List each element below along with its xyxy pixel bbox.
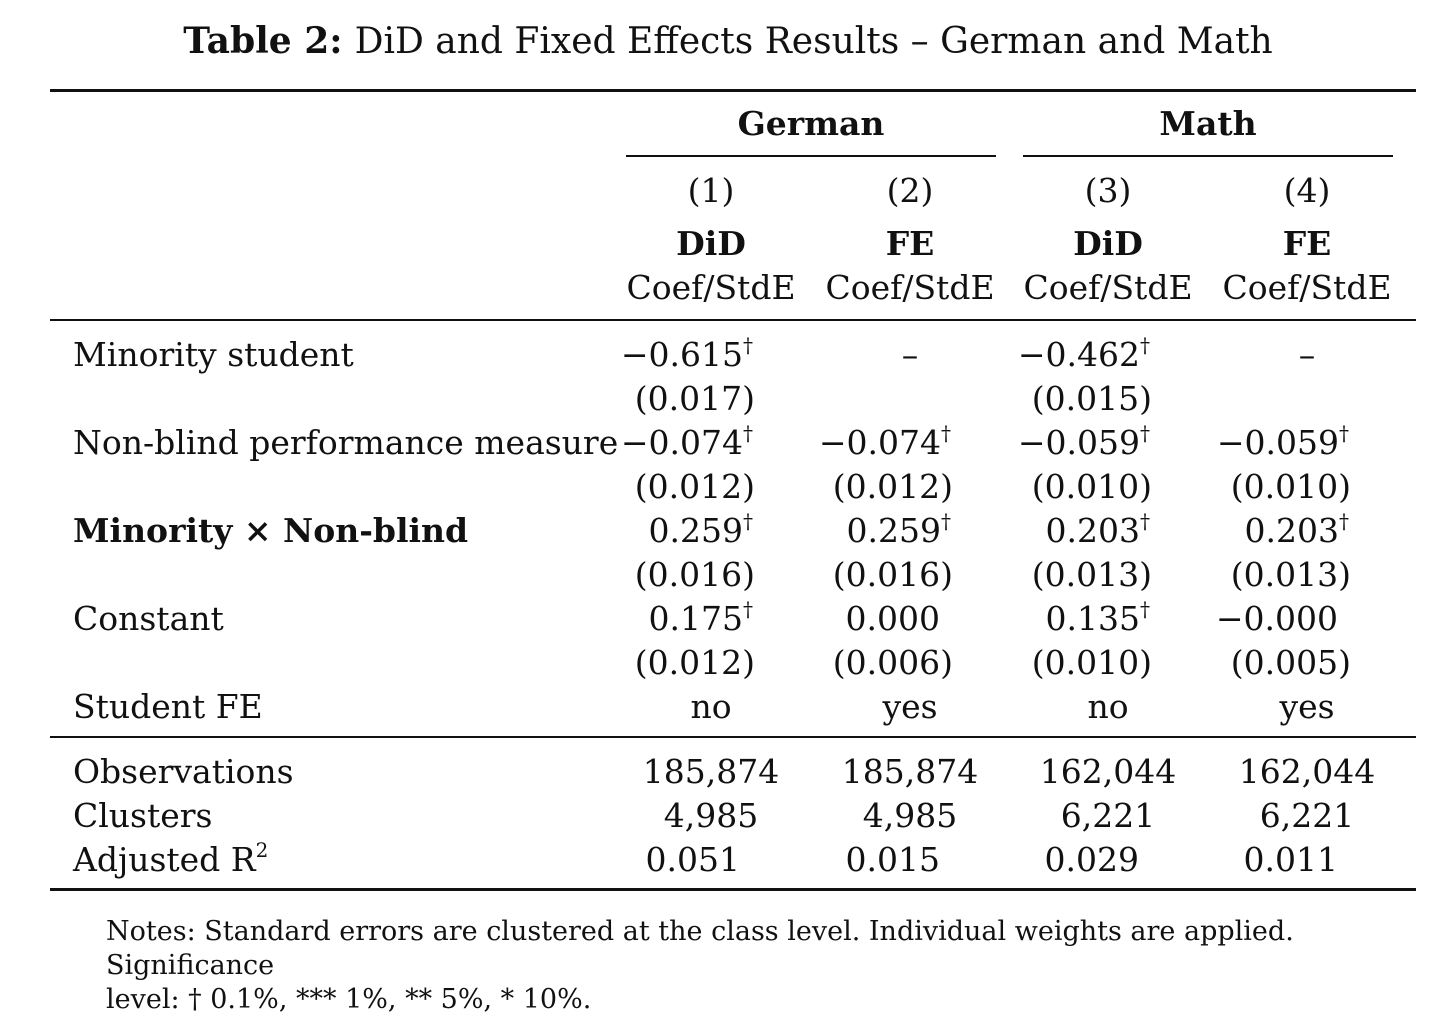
observations-3: 162,044 [1008, 755, 1208, 788]
clusters-4: 6,221 [1207, 799, 1407, 832]
row-label-adjr2: Adjusted R2 [73, 843, 268, 876]
clusters-3: 6,221 [1008, 799, 1208, 832]
col-model-4: FE [1207, 227, 1407, 260]
se-nonblind-1: (0.012) [635, 470, 755, 503]
coef-interaction-3: 0.203† [1046, 514, 1150, 547]
clusters-2: 4,985 [810, 799, 1010, 832]
coef-constant-3: 0.135† [1046, 602, 1150, 635]
row-label-minority: Minority student [73, 338, 354, 371]
col-sub-2: Coef/StdE [810, 271, 1010, 304]
clusters-1: 4,985 [611, 799, 811, 832]
studentfe-3: no [1008, 690, 1208, 723]
coef-nonblind-2: −0.074† [819, 426, 951, 459]
german-cmidrule [626, 155, 996, 157]
table-number: Table 2: [183, 20, 342, 62]
col-sub-4: Coef/StdE [1207, 271, 1407, 304]
table-title: DiD and Fixed Effects Results – German a… [355, 21, 1273, 62]
col-num-2: (2) [810, 174, 1010, 207]
row-label-constant: Constant [73, 602, 224, 635]
studentfe-2: yes [810, 690, 1010, 723]
se-minority-1: (0.017) [635, 382, 755, 415]
row-label-interaction: Minority × Non-blind [73, 514, 468, 547]
col-num-1: (1) [611, 174, 811, 207]
coef-nonblind-3: −0.059† [1018, 426, 1150, 459]
studentfe-4: yes [1207, 690, 1407, 723]
top-rule [50, 89, 1416, 92]
group-header-german: German [611, 107, 1011, 140]
se-constant-3: (0.010) [1032, 646, 1152, 679]
coef-constant-1: 0.175† [649, 602, 753, 635]
adjr2-2: 0.015 [846, 843, 940, 876]
col-model-2: FE [810, 227, 1010, 260]
row-label-studentfe: Student FE [73, 690, 263, 723]
col-model-3: DiD [1008, 227, 1208, 260]
notes-line-1: Notes: Standard errors are clustered at … [106, 915, 1418, 983]
stats-rule [50, 736, 1416, 738]
col-sub-3: Coef/StdE [1008, 271, 1208, 304]
coef-nonblind-4: −0.059† [1217, 426, 1349, 459]
table-caption: Table 2: DiD and Fixed Effects Results – … [0, 20, 1456, 62]
table-notes: Notes: Standard errors are clustered at … [106, 915, 1418, 1016]
bottom-rule [50, 888, 1416, 891]
header-rule [50, 319, 1416, 321]
math-cmidrule [1023, 155, 1393, 157]
se-constant-1: (0.012) [635, 646, 755, 679]
se-constant-2: (0.006) [833, 646, 953, 679]
coef-interaction-4: 0.203† [1245, 514, 1349, 547]
col-sub-1: Coef/StdE [611, 271, 811, 304]
coef-minority-3: −0.462† [1018, 338, 1150, 371]
se-interaction-1: (0.016) [635, 558, 755, 591]
se-minority-3: (0.015) [1032, 382, 1152, 415]
notes-line-2: level: † 0.1%, *** 1%, ** 5%, * 10%. [106, 983, 1418, 1016]
observations-1: 185,874 [611, 755, 811, 788]
se-interaction-2: (0.016) [833, 558, 953, 591]
col-model-1: DiD [611, 227, 811, 260]
adjr2-1: 0.051 [646, 843, 740, 876]
se-interaction-4: (0.013) [1231, 558, 1351, 591]
coef-interaction-1: 0.259† [649, 514, 753, 547]
se-interaction-3: (0.013) [1032, 558, 1152, 591]
adjr2-3: 0.029 [1045, 843, 1139, 876]
coef-nonblind-1: −0.074† [621, 426, 753, 459]
coef-minority-4: – [1207, 338, 1407, 371]
se-nonblind-3: (0.010) [1032, 470, 1152, 503]
coef-minority-1: −0.615† [621, 338, 753, 371]
adjr2-4: 0.011 [1244, 843, 1338, 876]
se-constant-4: (0.005) [1231, 646, 1351, 679]
group-header-math: Math [1008, 107, 1408, 140]
studentfe-1: no [611, 690, 811, 723]
se-nonblind-4: (0.010) [1231, 470, 1351, 503]
coef-constant-4: −0.000 [1216, 602, 1338, 635]
col-num-3: (3) [1008, 174, 1208, 207]
col-num-4: (4) [1207, 174, 1407, 207]
observations-2: 185,874 [810, 755, 1010, 788]
coef-minority-2: – [810, 338, 1010, 371]
observations-4: 162,044 [1207, 755, 1407, 788]
coef-interaction-2: 0.259† [847, 514, 951, 547]
se-nonblind-2: (0.012) [833, 470, 953, 503]
row-label-clusters: Clusters [73, 799, 213, 832]
row-label-observations: Observations [73, 755, 294, 788]
row-label-nonblind: Non-blind performance measure [73, 426, 618, 459]
coef-constant-2: 0.000 [846, 602, 940, 635]
